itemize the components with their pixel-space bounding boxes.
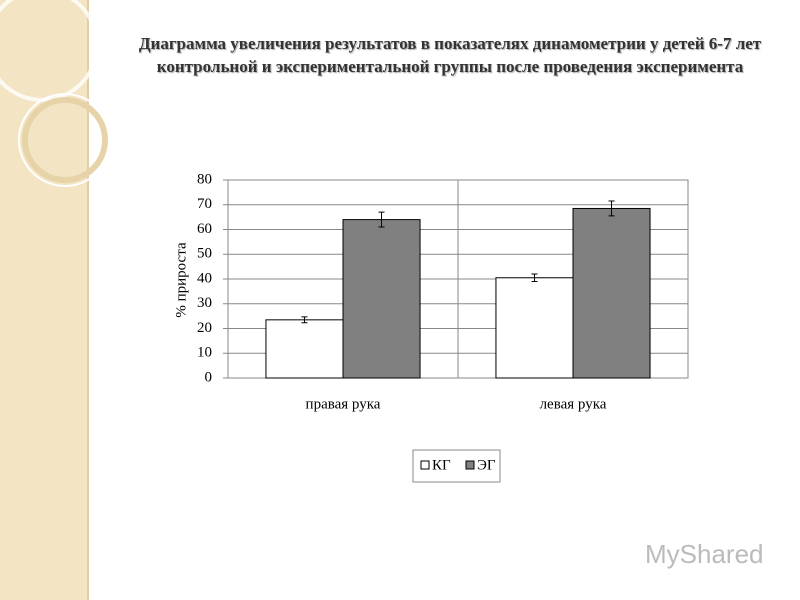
watermark: MyShared bbox=[645, 539, 764, 569]
bar bbox=[572, 207, 651, 379]
title-box: Диаграмма увеличения результатов в показ… bbox=[138, 34, 762, 76]
decor-circle bbox=[22, 97, 108, 183]
y-tick-label: 10 bbox=[197, 345, 212, 361]
y-tick-label: 40 bbox=[197, 270, 212, 286]
error-bar bbox=[608, 200, 615, 217]
legend-label: ЭГ bbox=[477, 457, 496, 473]
error-bar bbox=[378, 211, 385, 228]
y-tick-label: 30 bbox=[197, 295, 212, 311]
bar bbox=[495, 277, 574, 379]
legend-swatch bbox=[465, 460, 475, 470]
y-tick-label: 50 bbox=[197, 246, 212, 262]
error-bar bbox=[301, 316, 308, 324]
bar bbox=[265, 319, 344, 379]
legend-label: КГ bbox=[432, 457, 451, 473]
y-tick-label: 0 bbox=[205, 369, 213, 385]
y-tick-label: 60 bbox=[197, 221, 212, 237]
bar bbox=[342, 219, 421, 379]
error-bar bbox=[531, 273, 538, 282]
chart-title: Диаграмма увеличения результатов в показ… bbox=[138, 34, 762, 76]
x-tick-label: правая рука bbox=[306, 396, 381, 412]
decor-circle bbox=[18, 93, 112, 187]
x-tick-label: левая рука bbox=[540, 396, 607, 412]
y-tick-label: 20 bbox=[197, 320, 212, 336]
y-tick-label: 70 bbox=[197, 196, 212, 212]
y-axis-label: % прироста bbox=[173, 242, 189, 318]
legend-swatch bbox=[420, 460, 430, 470]
y-tick-label: 80 bbox=[197, 171, 212, 187]
